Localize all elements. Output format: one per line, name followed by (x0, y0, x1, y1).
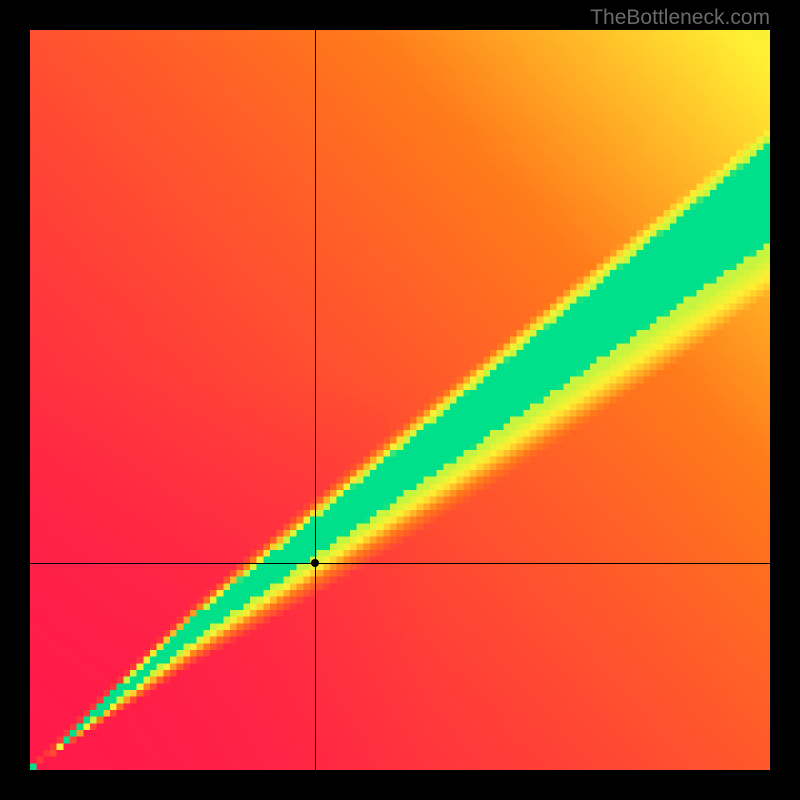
heatmap-canvas (30, 30, 770, 770)
chart-container: TheBottleneck.com (0, 0, 800, 800)
crosshair-horizontal (30, 563, 770, 564)
crosshair-marker (311, 559, 319, 567)
plot-area (30, 30, 770, 770)
crosshair-vertical (315, 30, 316, 770)
watermark-text: TheBottleneck.com (590, 6, 770, 30)
